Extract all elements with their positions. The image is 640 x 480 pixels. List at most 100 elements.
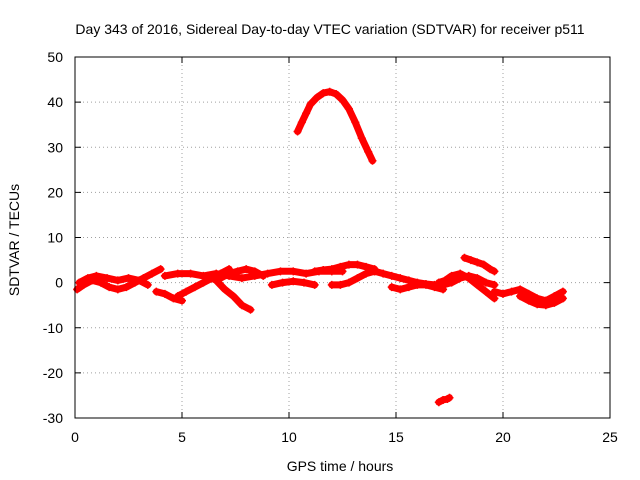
data-point: [447, 271, 456, 280]
data-point: [143, 280, 152, 289]
data-point: [499, 289, 507, 298]
data-point: [439, 285, 448, 294]
series-arc-10: [310, 260, 379, 276]
data-point: [516, 285, 525, 294]
data-point: [178, 296, 186, 305]
data-point: [319, 265, 328, 274]
data-point: [319, 89, 328, 98]
data-point: [362, 269, 371, 278]
data-point: [464, 274, 473, 283]
data-point: [160, 271, 169, 280]
series-arc-15: [460, 253, 499, 276]
data-point: [203, 271, 212, 280]
data-point: [199, 278, 208, 287]
data-point: [353, 274, 362, 283]
data-point: [190, 283, 199, 292]
x-tick-label: 25: [602, 429, 618, 445]
y-tick-label: -10: [43, 320, 63, 336]
data-point: [242, 265, 251, 274]
data-point: [113, 276, 122, 285]
series-arc-17: [490, 285, 567, 305]
series-arc-13: [387, 280, 448, 294]
data-point: [550, 298, 559, 307]
data-point: [434, 278, 443, 287]
data-point: [289, 267, 298, 276]
data-point: [302, 109, 311, 118]
data-point: [516, 292, 525, 301]
data-point: [441, 276, 450, 285]
data-point: [306, 100, 315, 109]
grid: [75, 57, 610, 418]
data-point: [299, 278, 308, 287]
series-arc-18: [516, 292, 567, 310]
data-point: [297, 118, 306, 127]
data-point: [368, 156, 377, 165]
y-tick-label: -20: [43, 365, 63, 381]
data-point: [160, 289, 169, 298]
data-point: [327, 265, 336, 274]
data-point: [220, 285, 229, 294]
data-point: [278, 278, 287, 287]
data-point: [344, 260, 353, 269]
series-arc-8: [293, 87, 377, 165]
y-tick-label: 10: [47, 230, 63, 246]
data-point: [490, 280, 499, 289]
data-point: [396, 274, 405, 283]
data-point: [490, 287, 499, 296]
data-point: [524, 289, 533, 298]
data-point: [490, 294, 499, 303]
data-point: [387, 283, 396, 292]
data-point: [533, 300, 542, 309]
data-point: [336, 262, 345, 271]
y-tick-label: 50: [47, 49, 63, 65]
data-point: [353, 260, 362, 269]
series-arc-9: [267, 277, 319, 289]
data-point: [456, 269, 465, 278]
plot-frame: [74, 56, 611, 419]
data-point: [379, 269, 388, 278]
y-tick-label: -30: [43, 410, 63, 426]
x-tick-label: 10: [281, 429, 297, 445]
data-point: [481, 278, 490, 287]
data-point: [357, 134, 366, 143]
data-point: [276, 267, 285, 276]
data-point: [445, 393, 454, 402]
data-point: [105, 283, 114, 292]
data-point: [370, 267, 379, 276]
y-tick-label: 30: [47, 139, 63, 155]
data-point: [148, 269, 157, 278]
data-point: [481, 287, 490, 296]
data-point: [267, 280, 276, 289]
data-point: [404, 283, 413, 292]
data-point: [558, 287, 567, 296]
data-point: [490, 267, 499, 276]
axis-ticks: 0 5 10 15 20 25 -30 -20 -10 0 10 20 30 40 50: [43, 49, 618, 445]
data-point: [364, 147, 373, 156]
data-point: [124, 274, 133, 283]
data-point: [460, 253, 469, 262]
data-point: [466, 256, 475, 265]
data-point: [83, 274, 92, 283]
data-point: [473, 280, 482, 289]
data-point: [173, 269, 182, 278]
data-point: [332, 90, 341, 99]
chart-title: Day 343 of 2016, Sidereal Day-to-day VTE…: [75, 21, 584, 37]
data-point: [404, 276, 413, 285]
data-point: [507, 287, 516, 296]
data-point: [246, 305, 255, 314]
data-point: [73, 285, 82, 294]
data-point: [75, 278, 84, 287]
y-axis-label: SDTVAR / TECUs: [6, 184, 22, 296]
data-point: [237, 301, 246, 310]
data-point: [338, 95, 347, 104]
x-tick-label: 5: [178, 429, 186, 445]
data-point: [156, 265, 165, 274]
y-tick-label: 0: [55, 275, 63, 291]
data-point: [122, 283, 131, 292]
data-point: [293, 127, 302, 136]
data-point: [310, 280, 319, 289]
data-point: [113, 285, 122, 294]
data-point: [237, 274, 246, 283]
data-point: [186, 269, 195, 278]
data-point: [558, 294, 567, 303]
